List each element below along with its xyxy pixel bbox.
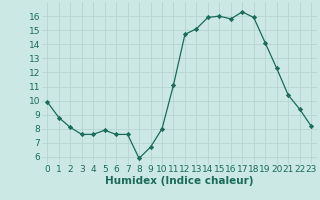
X-axis label: Humidex (Indice chaleur): Humidex (Indice chaleur): [105, 176, 253, 186]
